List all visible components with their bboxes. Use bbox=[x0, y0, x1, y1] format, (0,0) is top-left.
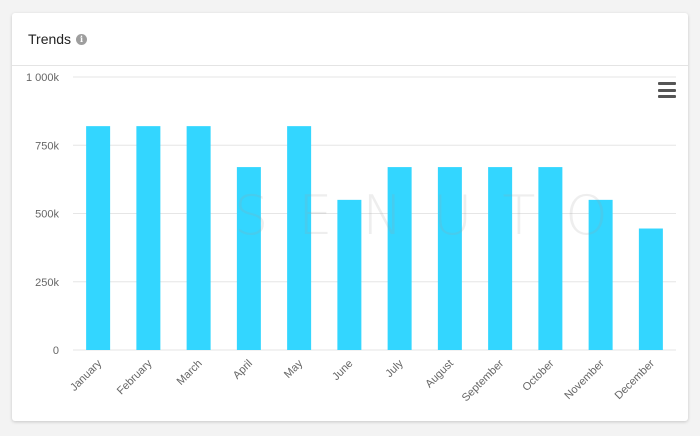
bar-february[interactable] bbox=[136, 126, 161, 350]
y-tick-label: 250k bbox=[35, 277, 59, 289]
x-tick-label: November bbox=[562, 357, 607, 402]
bar-july[interactable] bbox=[387, 167, 412, 350]
x-tick-label: July bbox=[383, 357, 406, 380]
bar-january[interactable] bbox=[86, 126, 111, 350]
x-tick-label: May bbox=[282, 357, 306, 381]
bar-september[interactable] bbox=[488, 167, 513, 350]
x-tick-label: April bbox=[231, 358, 255, 382]
x-tick-label: December bbox=[613, 357, 658, 402]
x-tick-label: October bbox=[520, 357, 556, 393]
x-tick-label: August bbox=[423, 358, 456, 391]
trends-card: Trends i SENUTO 0 250k 500k 750k 1 000k Janua… bbox=[12, 13, 688, 421]
x-tick-label: February bbox=[115, 357, 155, 397]
x-tick-label: June bbox=[330, 358, 355, 383]
bar-november[interactable] bbox=[588, 199, 613, 350]
y-tick-label: 750k bbox=[35, 140, 59, 152]
x-tick-label: March bbox=[175, 358, 205, 388]
chart-area: SENUTO 0 250k 500k 750k 1 000k January Februar… bbox=[12, 67, 688, 421]
bar-march[interactable] bbox=[186, 126, 211, 350]
x-tick-label: September bbox=[460, 357, 507, 404]
y-tick-label: 0 bbox=[53, 345, 59, 357]
bar-may[interactable] bbox=[287, 126, 312, 350]
bar-april[interactable] bbox=[236, 167, 261, 350]
bar-june[interactable] bbox=[337, 199, 362, 350]
bar-december[interactable] bbox=[638, 228, 663, 350]
bar-october[interactable] bbox=[538, 167, 563, 350]
card-header: Trends i bbox=[12, 13, 688, 66]
y-tick-label: 500k bbox=[35, 209, 59, 221]
bar-august[interactable] bbox=[437, 167, 462, 350]
hamburger-menu-icon[interactable] bbox=[658, 82, 676, 98]
card-title: Trends bbox=[28, 31, 72, 47]
x-tick-label: January bbox=[68, 357, 105, 394]
bar-chart: 0 250k 500k 750k 1 000k January February March A… bbox=[26, 72, 676, 404]
info-icon[interactable]: i bbox=[76, 33, 88, 45]
y-tick-label: 1 000k bbox=[26, 72, 60, 84]
